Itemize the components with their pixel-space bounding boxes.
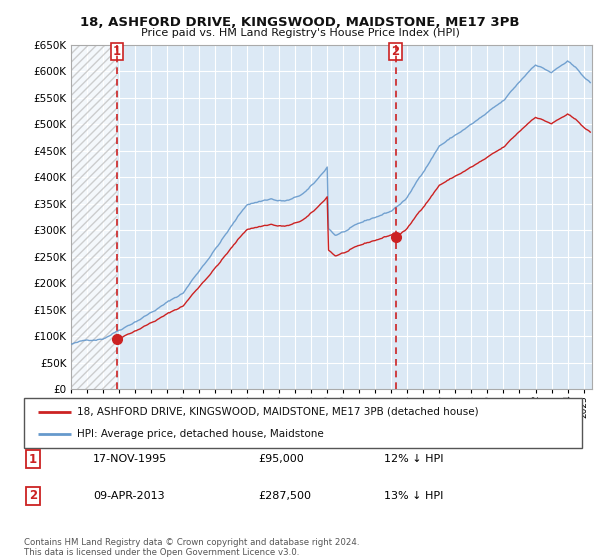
Text: £95,000: £95,000	[258, 454, 304, 464]
Text: 12% ↓ HPI: 12% ↓ HPI	[384, 454, 443, 464]
Text: 17-NOV-1995: 17-NOV-1995	[93, 454, 167, 464]
Text: 2: 2	[29, 489, 37, 502]
Text: 13% ↓ HPI: 13% ↓ HPI	[384, 491, 443, 501]
Text: HPI: Average price, detached house, Maidstone: HPI: Average price, detached house, Maid…	[77, 429, 324, 439]
Text: 18, ASHFORD DRIVE, KINGSWOOD, MAIDSTONE, ME17 3PB (detached house): 18, ASHFORD DRIVE, KINGSWOOD, MAIDSTONE,…	[77, 407, 479, 417]
Text: 2: 2	[392, 45, 400, 58]
Text: 1: 1	[29, 452, 37, 466]
Text: Price paid vs. HM Land Registry's House Price Index (HPI): Price paid vs. HM Land Registry's House …	[140, 28, 460, 38]
Text: £287,500: £287,500	[258, 491, 311, 501]
Bar	[71, 45, 117, 389]
Text: Contains HM Land Registry data © Crown copyright and database right 2024.
This d: Contains HM Land Registry data © Crown c…	[24, 538, 359, 557]
Text: 1: 1	[113, 45, 121, 58]
Text: 18, ASHFORD DRIVE, KINGSWOOD, MAIDSTONE, ME17 3PB: 18, ASHFORD DRIVE, KINGSWOOD, MAIDSTONE,…	[80, 16, 520, 29]
Text: 09-APR-2013: 09-APR-2013	[93, 491, 164, 501]
